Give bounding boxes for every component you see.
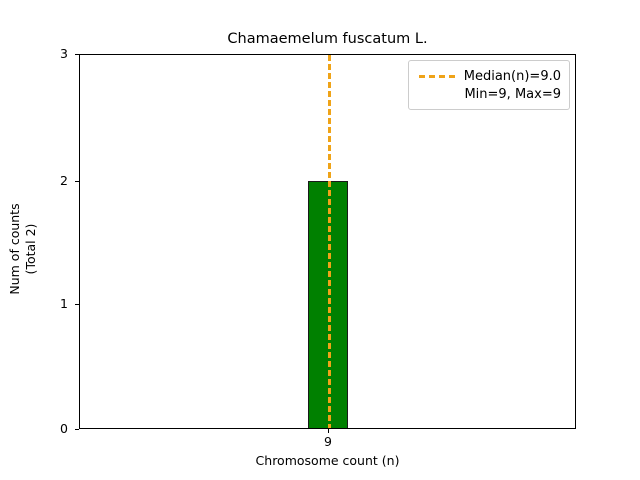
y-tick-label-3: 3 [60, 46, 68, 61]
y-axis-label: Num of counts (Total 2) [7, 19, 39, 479]
legend-label-median: Median(n)=9.0 [463, 68, 561, 84]
legend-label-minmax: Min=9, Max=9 [464, 86, 561, 102]
y-tick-mark-0 [75, 429, 79, 431]
y-axis-label-line2: (Total 2) [23, 223, 38, 275]
x-tick-mark-9 [328, 429, 330, 433]
x-tick-label-9: 9 [324, 434, 332, 449]
y-tick-mark-3 [75, 54, 79, 56]
y-tick-label-0: 0 [60, 421, 68, 436]
y-tick-label-1: 1 [60, 296, 68, 311]
chart-legend: Median(n)=9.0 Min=9, Max=9 [408, 60, 570, 110]
legend-row-median: Median(n)=9.0 [417, 67, 561, 85]
x-axis-label: Chromosome count (n) [255, 453, 400, 468]
chart-title: Chamaemelum fuscatum L. [227, 31, 428, 47]
y-axis-label-container: Num of counts (Total 2) [0, 0, 46, 480]
legend-row-minmax: Min=9, Max=9 [417, 85, 561, 103]
legend-dashed-line-icon [418, 74, 455, 78]
y-axis-label-line1: Num of counts [7, 203, 22, 295]
y-tick-mark-1 [75, 304, 79, 306]
median-line [328, 55, 331, 428]
plot-area [79, 54, 576, 429]
y-tick-mark-2 [75, 181, 79, 183]
y-tick-label-2: 2 [60, 173, 68, 188]
